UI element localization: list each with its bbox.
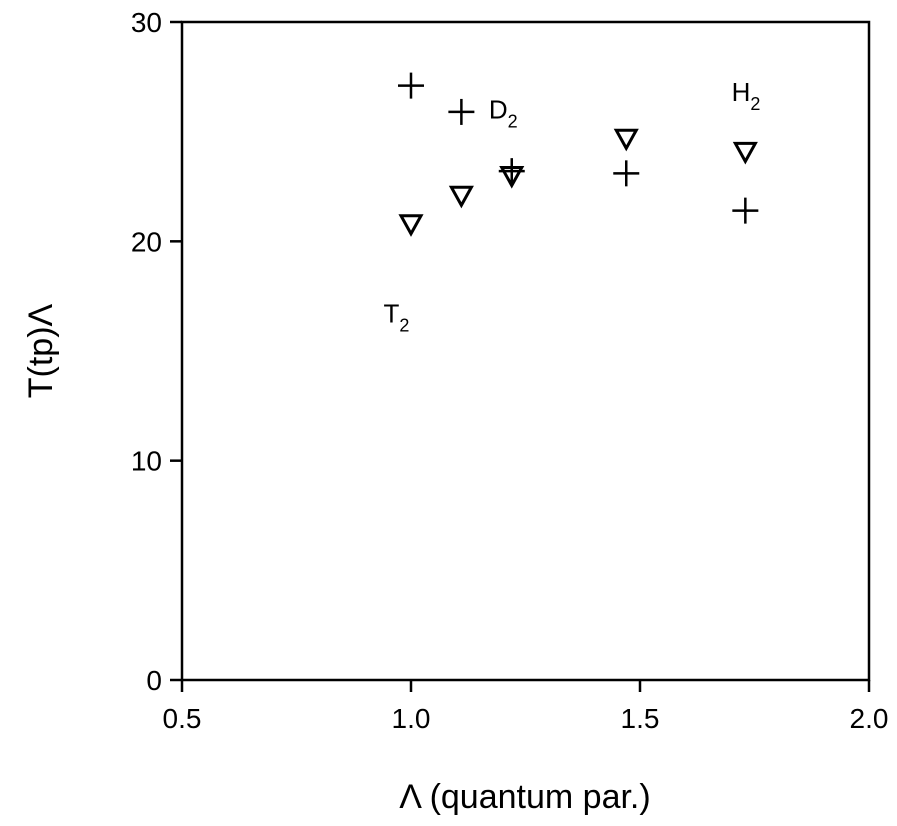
point-annotations: D2 H2 T2 xyxy=(384,77,761,336)
x-axis-title: Λ (quantum par.) xyxy=(399,778,650,816)
x-axis: 0.5 1.0 1.5 2.0 xyxy=(163,680,889,734)
triangle-down-marker xyxy=(613,128,639,152)
x-tick-label: 1.0 xyxy=(392,703,431,734)
triangle-down-marker xyxy=(732,141,758,165)
y-tick-label: 30 xyxy=(131,7,162,38)
plus-marker xyxy=(613,160,640,187)
plus-marker xyxy=(448,98,475,125)
triangle-down-marker xyxy=(448,185,474,209)
y-axis-title: T(tp)Λ xyxy=(22,303,60,398)
plot-frame xyxy=(180,20,871,682)
y-tick-label: 20 xyxy=(131,226,162,257)
y-tick-label: 10 xyxy=(131,446,162,477)
plus-marker xyxy=(398,72,424,99)
y-tick-label: 0 xyxy=(146,665,162,696)
point-label: H2 xyxy=(732,77,761,114)
x-tick-label: 0.5 xyxy=(163,703,202,734)
point-label: D2 xyxy=(489,95,518,132)
x-tick-label: 1.5 xyxy=(621,703,660,734)
point-label: T2 xyxy=(384,298,410,335)
y-axis: 0 10 20 30 xyxy=(131,7,182,696)
triangle-down-marker xyxy=(499,166,525,189)
triangle-down-marker xyxy=(398,214,424,237)
plus-marker xyxy=(732,197,759,224)
x-tick-label: 2.0 xyxy=(850,703,889,734)
data-points xyxy=(398,72,759,237)
